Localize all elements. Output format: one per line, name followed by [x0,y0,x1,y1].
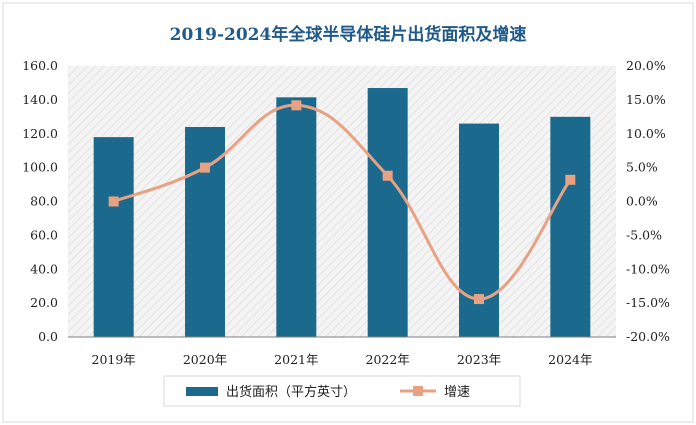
growth-point-4 [474,294,484,305]
x-tick-label: 2023年 [457,352,501,367]
right-tick-label: 20.0% [626,58,666,73]
bar-series [93,88,591,338]
right-tick-label: 0.0% [626,194,658,209]
right-tick-label: 5.0% [626,160,658,175]
x-axis-ticks: 2019年 2020年 2021年 2022年 2023年 2024年 [92,352,593,367]
right-axis-ticks: -20.0% -15.0% -10.0% -5.0% 0.0% 5.0% 10.0% 15.0… [626,58,670,344]
growth-point-5 [565,174,576,185]
bar-4 [459,123,499,338]
legend-line-label: 增速 [444,385,470,400]
x-tick-label: 2024年 [548,352,592,367]
growth-point-2 [291,100,302,111]
growth-point-3 [382,170,393,181]
chart-title: 2019-2024年全球半导体硅片出货面积及增速 [170,24,527,45]
left-tick-label: 120.0 [22,126,58,141]
left-tick-label: 20.0 [30,295,58,310]
left-axis-ticks: 0.0 20.0 40.0 60.0 80.0 100.0 120.0 140.0 160.0 [22,58,58,344]
x-tick-label: 2022年 [366,352,410,367]
x-tick-label: 2019年 [92,352,136,367]
legend: 出货面积（平方英寸） 增速 [163,375,521,407]
right-tick-label: -5.0% [626,227,662,242]
left-tick-label: 140.0 [22,92,58,107]
line-series [108,100,576,305]
growth-point-1 [200,162,210,173]
left-tick-label: 0.0 [38,329,58,344]
left-tick-label: 40.0 [30,261,58,276]
left-tick-label: 80.0 [30,194,58,209]
legend-box [163,375,521,407]
bar-3 [367,88,408,337]
bar-5 [550,116,591,337]
x-tick-label: 2021年 [274,352,318,367]
bar-2 [276,97,317,337]
right-tick-label: -15.0% [626,295,670,310]
legend-line-marker [413,386,423,396]
left-tick-label: 160.0 [22,58,58,73]
legend-bar-swatch [186,387,218,396]
x-tick-label: 2020年 [183,352,227,367]
right-tick-label: 15.0% [626,92,666,107]
plot-area [68,66,616,337]
right-tick-label: 10.0% [626,126,666,141]
legend-bar-label: 出货面积（平方英寸） [226,384,356,400]
left-tick-label: 100.0 [22,160,58,175]
growth-point-0 [108,196,119,207]
right-tick-label: -20.0% [626,329,670,344]
left-tick-label: 60.0 [30,227,58,242]
bar-1 [185,126,225,337]
bar-0 [93,137,134,337]
right-tick-label: -10.0% [626,261,670,276]
